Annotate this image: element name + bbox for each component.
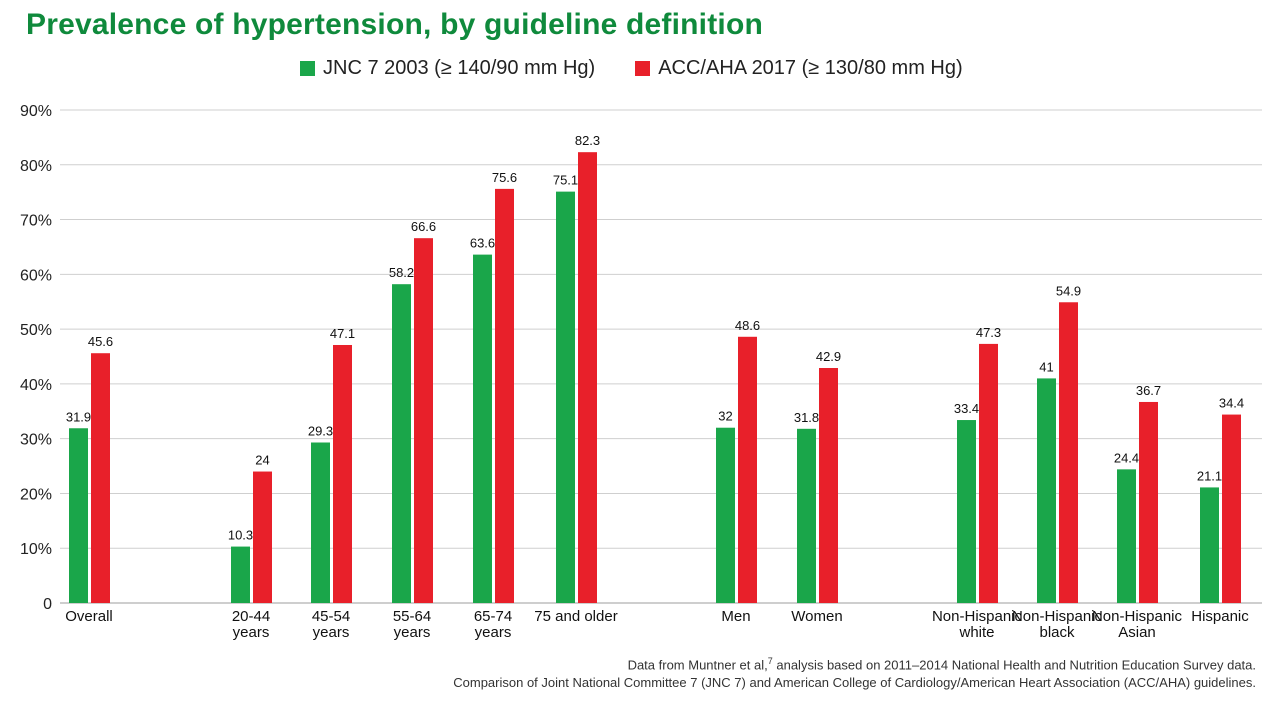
footnote-line-1: Data from Muntner et al,7 analysis based… (627, 656, 1256, 673)
data-label-acc-aha: 48.6 (735, 318, 760, 333)
bar-jnc7 (797, 428, 816, 603)
bar-jnc7 (716, 427, 735, 603)
bar-jnc7 (69, 428, 88, 603)
bar-jnc7 (473, 254, 492, 603)
bar-jnc7 (1037, 378, 1056, 603)
x-tick-label: years (233, 624, 270, 641)
x-tick-label: 20-44 (232, 608, 270, 625)
bar-jnc7 (311, 442, 330, 603)
y-tick-label: 40% (20, 377, 52, 394)
legend-swatch-jnc7 (300, 60, 315, 76)
data-label-acc-aha: 42.9 (816, 349, 841, 364)
x-tick-label: Overall (65, 608, 113, 625)
data-label-acc-aha: 47.1 (330, 326, 355, 341)
x-tick-label: Women (791, 608, 842, 625)
data-label-acc-aha: 47.3 (976, 325, 1001, 340)
data-label-jnc7: 63.6 (470, 236, 495, 251)
bar-jnc7 (556, 191, 575, 603)
y-tick-label: 60% (20, 267, 52, 284)
x-tick-label: Hispanic (1191, 608, 1249, 625)
x-tick-label: years (394, 624, 431, 641)
x-tick-label: 55-64 (393, 608, 431, 625)
bar-acc-aha (578, 152, 597, 603)
x-tick-label: white (958, 624, 994, 641)
data-label-acc-aha: 45.6 (88, 334, 113, 349)
chart-legend: JNC 7 2003 (≥ 140/90 mm Hg) ACC/AHA 2017… (300, 56, 1003, 80)
bar-jnc7 (392, 284, 411, 603)
data-label-jnc7: 58.2 (389, 265, 414, 280)
x-tick-label: black (1039, 624, 1075, 641)
source-footnote: Data from Muntner et al,7 analysis based… (453, 652, 1256, 692)
bar-jnc7 (231, 546, 250, 603)
legend-label-jnc7: JNC 7 2003 (≥ 140/90 mm Hg) (323, 56, 596, 79)
legend-item-acc-aha: ACC/AHA 2017 (≥ 130/80 mm Hg) (635, 56, 963, 80)
y-tick-label: 70% (20, 213, 52, 230)
data-label-jnc7: 31.9 (66, 409, 91, 424)
y-tick-label: 80% (20, 158, 52, 175)
bar-jnc7 (1200, 487, 1219, 603)
y-tick-label: 90% (20, 103, 52, 120)
bar-acc-aha (979, 343, 998, 603)
bar-acc-aha (1139, 401, 1158, 603)
x-tick-label: years (475, 624, 512, 641)
data-label-jnc7: 33.4 (954, 401, 979, 416)
bar-acc-aha (333, 344, 352, 603)
x-tick-label: 75 and older (534, 608, 617, 625)
y-tick-label: 30% (20, 432, 52, 449)
x-tick-label: Asian (1118, 624, 1156, 641)
data-label-jnc7: 75.1 (553, 173, 578, 188)
x-tick-label: 65-74 (474, 608, 512, 625)
y-tick-label: 50% (20, 322, 52, 339)
x-tick-label: years (313, 624, 350, 641)
data-label-acc-aha: 54.9 (1056, 283, 1081, 298)
bar-acc-aha (1222, 414, 1241, 603)
x-tick-label: Non-Hispanic (1092, 608, 1183, 625)
bar-acc-aha (738, 336, 757, 603)
data-label-jnc7: 24.4 (1114, 450, 1139, 465)
bar-acc-aha (253, 471, 272, 603)
bar-jnc7 (1117, 469, 1136, 603)
data-label-jnc7: 10.3 (228, 528, 253, 543)
data-label-jnc7: 32 (718, 409, 732, 424)
data-label-jnc7: 21.1 (1197, 468, 1222, 483)
x-tick-label: 45-54 (312, 608, 350, 625)
x-tick-label: Men (721, 608, 750, 625)
data-label-acc-aha: 66.6 (411, 219, 436, 234)
data-label-jnc7: 29.3 (308, 424, 333, 439)
legend-swatch-acc-aha (635, 60, 651, 76)
x-tick-label: Non-Hispanic (1012, 608, 1103, 625)
bar-acc-aha (414, 238, 433, 603)
data-label-acc-aha: 24 (255, 453, 269, 468)
chart-title: Prevalence of hypertension, by guideline… (26, 8, 763, 41)
bar-jnc7 (957, 420, 976, 603)
data-label-jnc7: 41 (1039, 359, 1053, 374)
bar-acc-aha (819, 368, 838, 603)
data-label-acc-aha: 36.7 (1136, 383, 1161, 398)
data-label-acc-aha: 82.3 (575, 133, 600, 148)
y-tick-label: 10% (20, 541, 52, 558)
footnote-line-2: Comparison of Joint National Committee 7… (453, 675, 1256, 691)
data-label-jnc7: 31.8 (794, 410, 819, 425)
bar-acc-aha (1059, 302, 1078, 603)
data-label-acc-aha: 34.4 (1219, 396, 1244, 411)
legend-item-jnc7: JNC 7 2003 (≥ 140/90 mm Hg) (300, 57, 595, 80)
data-label-acc-aha: 75.6 (492, 170, 517, 185)
bar-acc-aha (91, 353, 110, 603)
y-tick-label: 20% (20, 486, 52, 503)
bar-acc-aha (495, 188, 514, 603)
legend-label-acc-aha: ACC/AHA 2017 (≥ 130/80 mm Hg) (658, 56, 963, 79)
y-tick-label: 0 (43, 596, 52, 613)
x-tick-label: Non-Hispanic (932, 608, 1023, 625)
